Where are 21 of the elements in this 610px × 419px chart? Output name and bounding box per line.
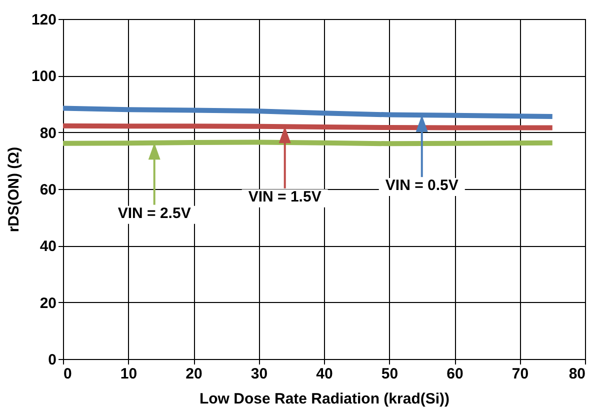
y-tick-label: 20 — [40, 294, 56, 312]
annotation: VIN = 1.5V — [248, 188, 322, 206]
y-tick-label: 40 — [40, 238, 56, 256]
y-tick-label: 60 — [40, 182, 56, 198]
x-tick-label: 30 — [250, 366, 268, 382]
x-tick-label: 20 — [186, 366, 202, 382]
x-tick-label: 50 — [381, 366, 398, 382]
y-tick-label: 120 — [31, 12, 56, 28]
x-tick-label: 80 — [568, 366, 586, 382]
y-tick-label: 80 — [40, 124, 56, 142]
y-tick-label: 100 — [31, 68, 56, 86]
x-tick-label: 0 — [64, 366, 72, 382]
y-axis-title: rDS(ON) (Ω) — [5, 146, 22, 232]
annotation: VIN = 0.5V — [385, 177, 458, 194]
x-tick-label: 60 — [446, 366, 464, 382]
x-tick-label: 40 — [316, 366, 333, 382]
x-tick-label: 70 — [512, 366, 529, 382]
x-tick-label: 10 — [120, 366, 138, 382]
y-tick-label: 0 — [48, 352, 56, 368]
annotation: VIN = 2.5V — [118, 204, 191, 222]
x-axis-title: Low Dose Rate Radiation (krad(Si)) — [199, 390, 450, 408]
